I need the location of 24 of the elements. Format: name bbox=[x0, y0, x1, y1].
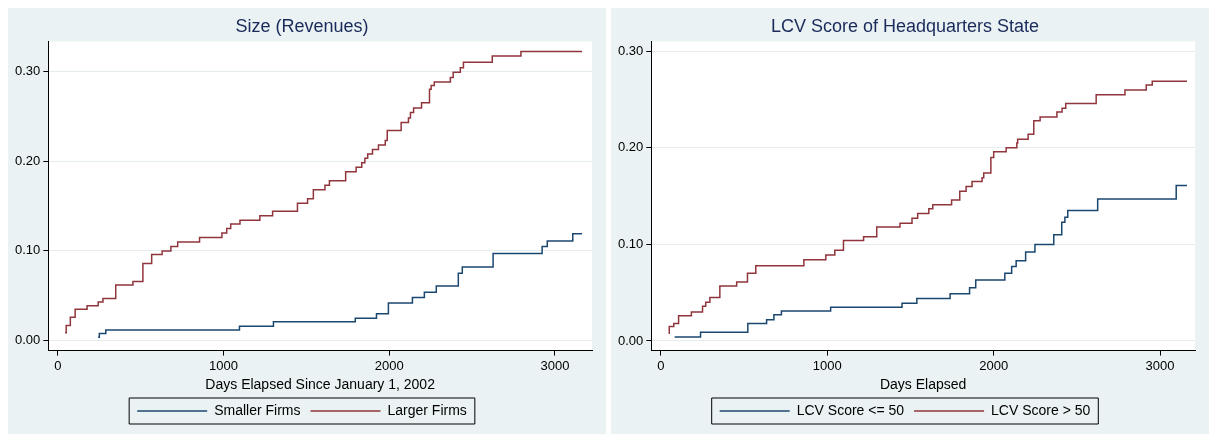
x-tick-label: 1000 bbox=[209, 357, 239, 373]
x-axis-title: Days Elapsed Since January 1, 2002 bbox=[205, 376, 436, 393]
x-tick-label: 2000 bbox=[979, 357, 1009, 373]
y-tick-label: 0.10 bbox=[617, 235, 644, 251]
y-tick-label: 0.30 bbox=[14, 62, 41, 78]
legend-label: LCV Score <= 50 bbox=[796, 401, 905, 418]
y-tick-label: 0.20 bbox=[617, 139, 644, 155]
chart-title: Size (Revenues) bbox=[235, 15, 369, 36]
y-tick-label: 0.00 bbox=[617, 332, 644, 348]
x-tick-label: 3000 bbox=[540, 357, 570, 373]
y-tick-label: 0.30 bbox=[617, 42, 644, 58]
x-axis-title: Days Elapsed bbox=[879, 376, 967, 393]
chart-title: LCV Score of Headquarters State bbox=[770, 15, 1040, 36]
x-tick-label: 1000 bbox=[812, 357, 842, 373]
y-tick-label: 0.00 bbox=[14, 332, 41, 348]
y-tick-label: 0.20 bbox=[14, 152, 41, 168]
legend-label: Smaller Firms bbox=[214, 401, 301, 418]
legend-label: Larger Firms bbox=[387, 401, 467, 418]
x-tick-label: 3000 bbox=[1145, 357, 1175, 373]
x-tick-label: 0 bbox=[657, 357, 665, 373]
x-tick-label: 2000 bbox=[374, 357, 404, 373]
y-tick-label: 0.10 bbox=[14, 242, 41, 258]
x-tick-label: 0 bbox=[54, 357, 62, 373]
legend-label: LCV Score > 50 bbox=[991, 401, 1091, 418]
